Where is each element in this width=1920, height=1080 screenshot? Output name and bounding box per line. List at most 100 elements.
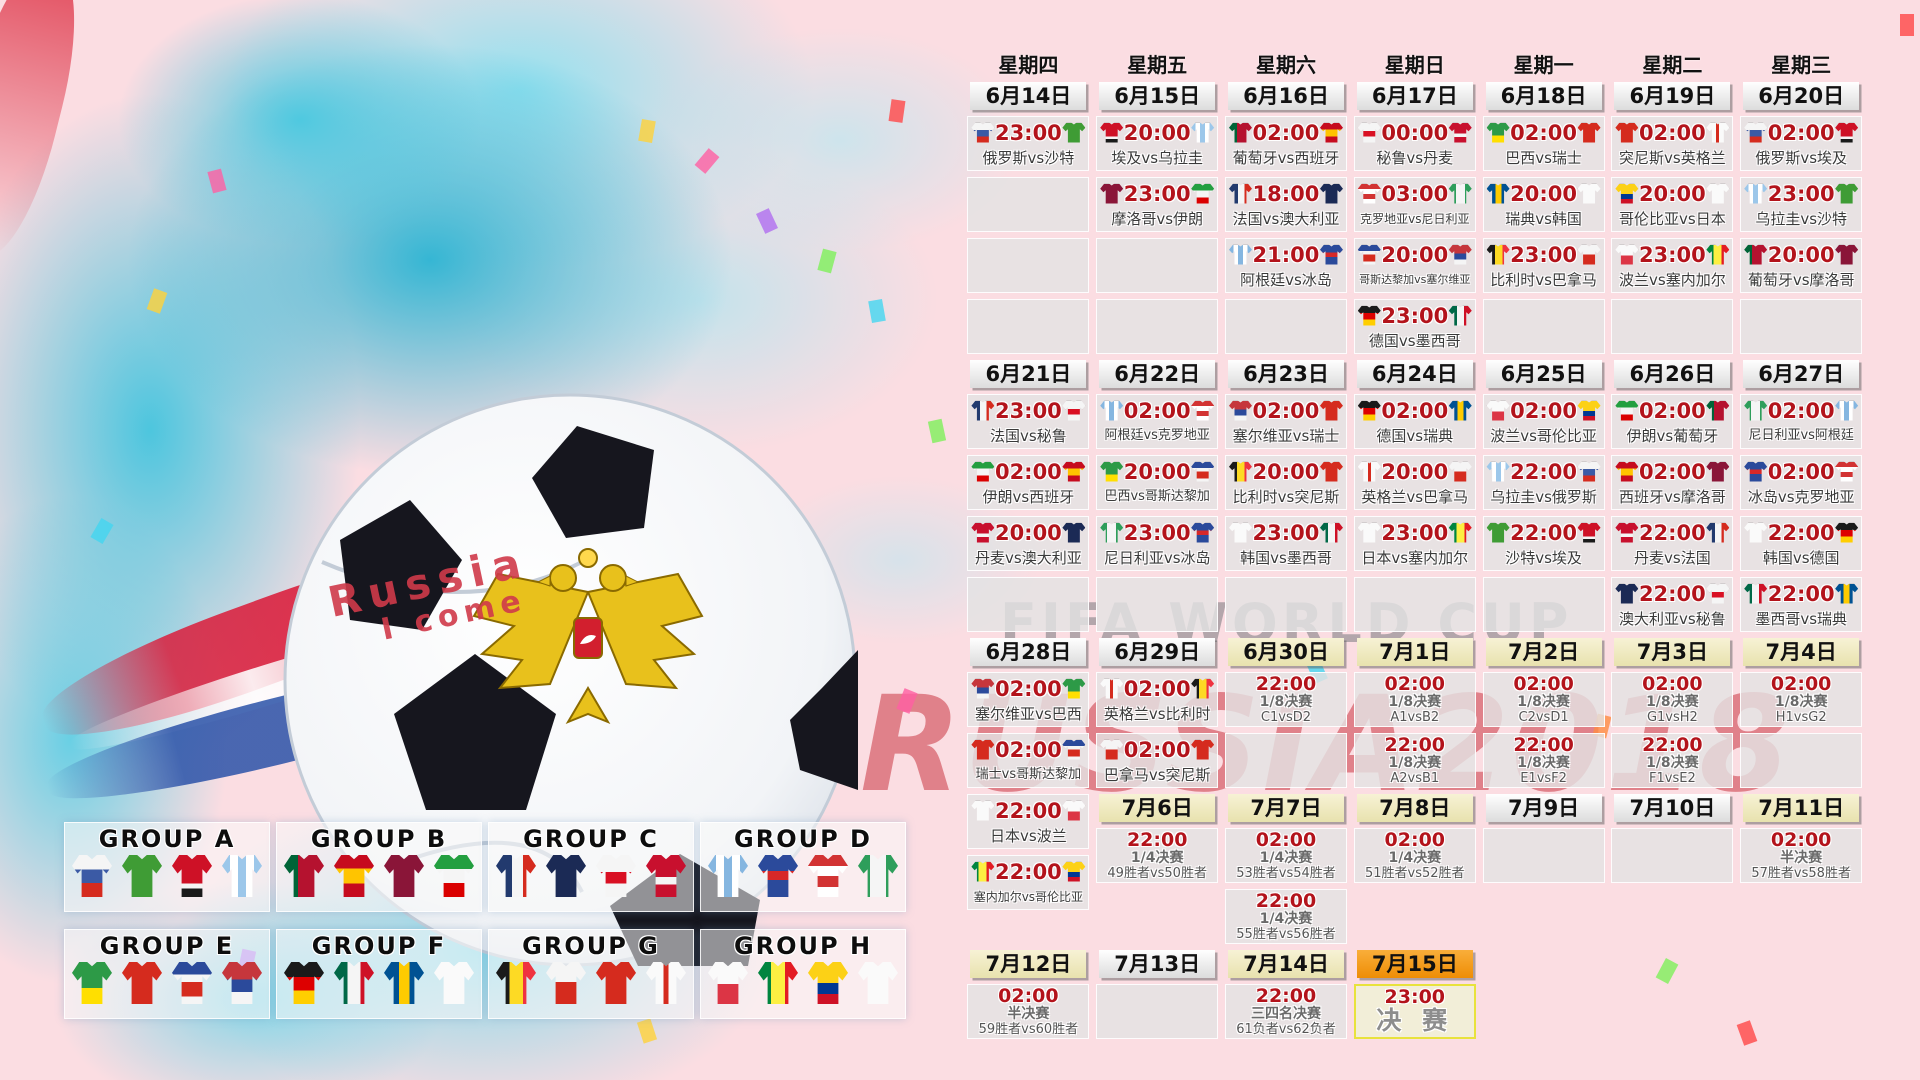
- match-time-row: 02:00: [968, 456, 1088, 487]
- match-time-row: 20:00: [968, 517, 1088, 548]
- knockout-time: 22:00: [1255, 985, 1317, 1007]
- date-header: 6月25日: [1485, 360, 1602, 388]
- match-time-row: 22:00: [968, 795, 1088, 826]
- match-cell: 22:00 沙特vs埃及: [1482, 516, 1605, 571]
- match-name: 阿根廷vs克罗地亚: [1104, 428, 1210, 443]
- match-time: 20:00: [1381, 459, 1449, 484]
- match-name: 乌拉圭vs沙特: [1755, 210, 1848, 228]
- match-time: 02:00: [994, 676, 1062, 701]
- match-time: 03:00: [1381, 181, 1449, 206]
- match-time: 02:00: [1510, 120, 1577, 145]
- jersey-icon-尼日利亚: [858, 855, 898, 897]
- jersey-icon-瑞士: [1319, 400, 1343, 421]
- match-time: 22:00: [994, 859, 1062, 884]
- schedule-column: 星期五 6月15日 20:00 埃及vs乌拉圭 23:00 摩洛哥vs伊朗 6月22日 02:…: [1093, 50, 1222, 1045]
- knockout-teams: 59胜者vs60胜者: [978, 1022, 1079, 1037]
- russia-coat-of-arms: [472, 548, 704, 725]
- jersey-icon-葡萄牙: [284, 855, 324, 897]
- match-time: 02:00: [1767, 459, 1835, 484]
- match-time-row: 02:00: [1741, 456, 1861, 487]
- match-cell: 02:00 波兰vs哥伦比亚: [1482, 394, 1605, 449]
- knockout-cell: 02:00 1/8决赛 C2vsD1: [1482, 672, 1605, 727]
- match-cell: 02:00 英格兰vs比利时: [1096, 672, 1219, 727]
- match-time-row: 22:00: [1612, 578, 1732, 609]
- match-time: 23:00: [1381, 520, 1449, 545]
- date-header: 6月20日: [1743, 82, 1860, 110]
- jersey-icon-墨西哥: [1744, 583, 1768, 604]
- jersey-icon-乌拉圭: [1191, 122, 1215, 143]
- jersey-icon-塞内加尔: [971, 861, 995, 882]
- empty-cell: [1224, 299, 1347, 354]
- match-cell: 23:00 尼日利亚vs冰岛: [1096, 516, 1219, 571]
- match-cell: 00:00 秘鲁vs丹麦: [1353, 116, 1476, 171]
- match-name: 法国vs澳大利亚: [1232, 210, 1340, 228]
- jersey-icon-哥斯达黎加: [1191, 461, 1215, 482]
- match-cell: 22:00 乌拉圭vs俄罗斯: [1482, 455, 1605, 510]
- jersey-icon-瑞典: [1486, 183, 1510, 204]
- match-time-row: 02:00: [1484, 395, 1604, 426]
- knockout-stage: 1/8决赛: [1388, 694, 1442, 710]
- jersey-icon-西班牙: [1319, 122, 1343, 143]
- match-time: 02:00: [1123, 737, 1191, 762]
- match-name: 比利时vs突尼斯: [1232, 488, 1340, 506]
- jersey-icon-塞尔维亚: [971, 678, 995, 699]
- group-box: GROUP G: [488, 929, 694, 1019]
- match-time: 22:00: [1767, 520, 1835, 545]
- jersey-icon-沙特: [1062, 122, 1086, 143]
- jersey-icon-巴拿马: [546, 962, 586, 1004]
- jersey-icon-埃及: [1100, 122, 1124, 143]
- date-header: 7月2日: [1485, 638, 1602, 666]
- knockout-cell: 22:00 1/8决赛 C1vsD2: [1224, 672, 1347, 727]
- knockout-cell: 02:00 1/8决赛 G1vsH2: [1611, 672, 1734, 727]
- schedule-column: 星期六 6月16日 02:00 葡萄牙vs西班牙 18:00 法国vs澳大利亚 21:00 阿…: [1222, 50, 1351, 1045]
- group-row: GROUP E GROUP F GROUP G GROUP H: [64, 929, 912, 1019]
- match-cell: 22:00 塞内加尔vs哥伦比亚: [967, 855, 1090, 910]
- final-time: 23:00: [1384, 986, 1446, 1008]
- match-schedule-grid: 星期四 6月14日 23:00 俄罗斯vs沙特 6月21日 23:00 法国vs秘鲁 02:0…: [964, 50, 1866, 1045]
- jersey-icon-俄罗斯: [72, 855, 112, 897]
- jersey-icon-巴西: [1486, 122, 1510, 143]
- jersey-icon-乌拉圭: [222, 855, 262, 897]
- weekday-label: 星期日: [1384, 53, 1445, 77]
- match-cell: 20:00 哥斯达黎加vs塞尔维亚: [1353, 238, 1476, 293]
- match-time: 23:00: [1123, 181, 1191, 206]
- date-header: 7月15日: [1356, 950, 1473, 978]
- match-name: 波兰vs哥伦比亚: [1490, 427, 1597, 445]
- match-time-row: 23:00: [1226, 517, 1346, 548]
- groups-panel: GROUP A GROUP B GROUP C GROUP D GROUP E GROUP…: [64, 822, 912, 1036]
- date-header: 6月14日: [970, 82, 1087, 110]
- knockout-stage: 半决赛: [1780, 850, 1823, 866]
- date-header: 6月28日: [970, 638, 1087, 666]
- group-title: GROUP A: [98, 825, 236, 853]
- jersey-icon-波兰: [1486, 400, 1510, 421]
- jersey-icon-瑞典: [1448, 400, 1472, 421]
- jersey-icon-瑞典: [384, 962, 424, 1004]
- jersey-icon-日本: [858, 962, 898, 1004]
- knockout-cell: 02:00 1/4决赛 53胜者vs54胜者: [1224, 828, 1347, 883]
- match-name: 法国vs秘鲁: [990, 427, 1067, 445]
- match-cell: 02:00 葡萄牙vs西班牙: [1224, 116, 1347, 171]
- knockout-cell: 02:00 1/8决赛 A1vsB2: [1353, 672, 1476, 727]
- match-time: 22:00: [1767, 581, 1835, 606]
- knockout-cell: 22:00 1/8决赛 A2vsB1: [1353, 733, 1476, 788]
- jersey-icon-尼日利亚: [1448, 183, 1472, 204]
- weekday-label: 星期五: [1127, 53, 1188, 77]
- jersey-icon-秘鲁: [1357, 122, 1381, 143]
- match-time: 23:00: [1638, 242, 1706, 267]
- jersey-icon-塞尔维亚: [222, 962, 262, 1004]
- match-cell: 02:00 伊朗vs葡萄牙: [1611, 394, 1734, 449]
- group-title: GROUP E: [99, 932, 235, 960]
- knockout-stage: 1/8决赛: [1517, 755, 1570, 771]
- jersey-icon-波兰: [1062, 800, 1086, 821]
- match-time: 23:00: [1381, 303, 1449, 328]
- match-time: 20:00: [1123, 120, 1191, 145]
- jersey-icon-哥伦比亚: [1062, 861, 1086, 882]
- jersey-icon-比利时: [1228, 461, 1252, 482]
- knockout-stage: 三四名决赛: [1250, 1006, 1321, 1022]
- jersey-icon-葡萄牙: [1744, 244, 1768, 265]
- jersey-icon-英格兰: [1357, 461, 1381, 482]
- weekday-label: 星期四: [998, 53, 1059, 77]
- knockout-teams: H1vsG2: [1775, 710, 1827, 725]
- date-header: 7月9日: [1485, 794, 1602, 822]
- match-cell: 20:00 丹麦vs澳大利亚: [967, 516, 1090, 571]
